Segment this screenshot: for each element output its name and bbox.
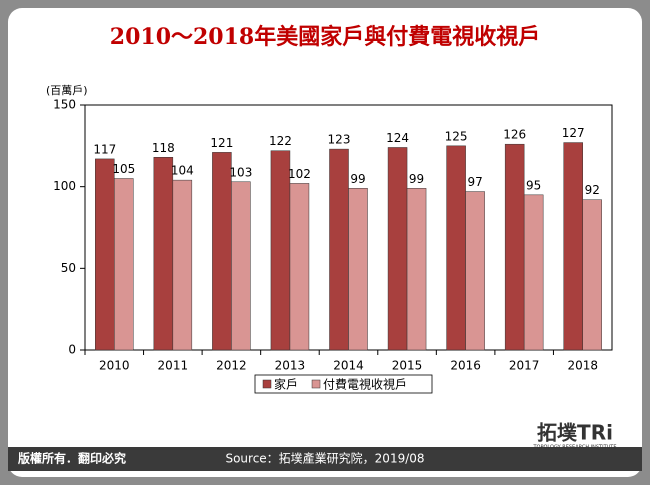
footer-bar — [8, 447, 642, 471]
x-tick-label: 2015 — [392, 359, 423, 373]
bar — [504, 143, 525, 351]
x-tick-label: 2018 — [567, 359, 598, 373]
x-tick-label: 2017 — [509, 359, 540, 373]
bar — [465, 191, 485, 351]
value-label: 123 — [328, 133, 351, 147]
y-tick-label: 150 — [53, 98, 76, 112]
x-tick-label: 2012 — [216, 359, 247, 373]
value-label: 122 — [269, 134, 292, 148]
chart: 0 50 100 150 2010 117 105 2011 118 104 2012 121 103 2… — [53, 98, 613, 394]
copyright: 版權所有．翻印必究 — [18, 451, 126, 466]
bar — [582, 199, 602, 351]
bar — [231, 181, 251, 351]
bar — [95, 158, 115, 351]
value-label: 121 — [210, 136, 233, 150]
value-label: 125 — [445, 129, 468, 143]
value-label: 102 — [288, 167, 311, 181]
bar — [114, 178, 134, 351]
legend-swatch — [262, 379, 272, 389]
value-label: 99 — [350, 172, 365, 186]
logo: 拓墣TRi — [537, 421, 613, 445]
legend-swatch — [311, 379, 321, 389]
bar — [153, 157, 174, 351]
chart-title: 2010～2018年美國家戶與付費電視收視戶 — [110, 24, 540, 50]
value-label: 117 — [93, 142, 116, 156]
value-label: 126 — [503, 128, 526, 142]
legend-box — [254, 374, 433, 394]
y-tick-label: 0 — [68, 343, 76, 357]
bar — [406, 188, 427, 351]
value-label: 92 — [585, 183, 600, 197]
value-label: 103 — [229, 165, 252, 179]
x-tick-label: 2013 — [275, 359, 306, 373]
logo-subtitle: TOPOLOGY RESEARCH INSTITUTE — [532, 445, 616, 451]
source: Source：拓墣產業研究院，2019/08 — [225, 451, 424, 466]
x-tick-label: 2011 — [158, 359, 189, 373]
value-label: 104 — [171, 164, 194, 178]
bar — [446, 145, 466, 351]
value-label: 127 — [562, 126, 585, 140]
value-label: 99 — [409, 172, 424, 186]
slide-panel — [8, 8, 642, 477]
y-tick-label: 50 — [61, 261, 76, 275]
bar — [329, 148, 349, 351]
y-axis-label: (百萬戶) — [46, 84, 88, 97]
y-tick-label: 100 — [53, 179, 76, 193]
bar — [289, 183, 310, 351]
x-tick-label: 2016 — [450, 359, 481, 373]
x-tick-label: 2010 — [99, 359, 130, 373]
bar — [348, 188, 368, 351]
bar — [523, 194, 544, 351]
value-label: 124 — [386, 131, 409, 145]
value-label: 105 — [112, 162, 135, 176]
x-tick-label: 2014 — [333, 359, 364, 373]
bar — [212, 152, 232, 351]
value-label: 95 — [526, 178, 541, 192]
bar — [387, 147, 408, 351]
value-label: 97 — [467, 175, 482, 189]
legend-label: 家戶 — [274, 377, 298, 392]
bar — [563, 142, 583, 351]
bar — [172, 179, 193, 351]
value-label: 118 — [152, 141, 175, 155]
legend-label: 付費電視收視戶 — [323, 377, 407, 392]
